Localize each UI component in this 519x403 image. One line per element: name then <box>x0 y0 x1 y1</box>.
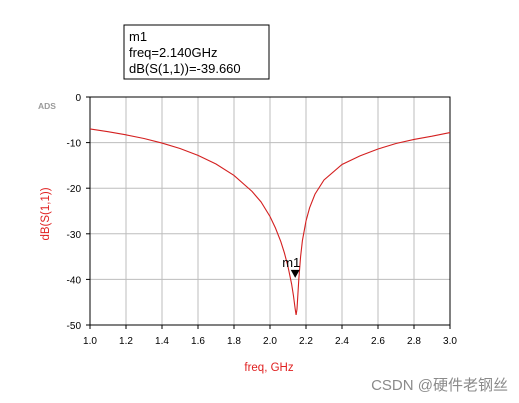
marker-readout-box: m1 freq=2.140GHz dB(S(1,1))=-39.660 <box>123 24 270 80</box>
watermark: CSDN @硬件老钢丝 <box>371 377 508 394</box>
x-tick-label: 1.4 <box>155 336 169 347</box>
y-tick-label: -40 <box>67 275 82 286</box>
x-tick-label: 2.2 <box>299 336 313 347</box>
marker-m1[interactable]: m1 <box>282 255 300 278</box>
x-tick-labels: 1.0 1.2 1.4 1.6 1.8 2.0 2.2 2.4 2.6 2.8 3.0 <box>83 336 457 347</box>
plot-border <box>89 96 451 326</box>
x-tick-label: 1.2 <box>119 336 133 347</box>
grid-lines <box>90 97 450 325</box>
y-tick-label: -30 <box>67 230 82 241</box>
y-tick-labels: 0 -10 -20 -30 -40 -50 <box>67 93 82 332</box>
x-tick-label: 3.0 <box>443 336 457 347</box>
marker-readout-freq: freq=2.140GHz <box>129 45 218 60</box>
marker-triangle-icon[interactable] <box>290 269 300 278</box>
y-tick-label: -10 <box>67 139 82 150</box>
s11-trace <box>89 128 451 316</box>
plot-frame <box>86 96 451 329</box>
app-label: ADS <box>38 101 56 111</box>
x-axis-title: freq, GHz <box>244 362 293 374</box>
x-tick-label: 2.8 <box>407 336 421 347</box>
x-tick-label: 1.6 <box>191 336 205 347</box>
y-tick-label: -50 <box>67 321 82 332</box>
y-axis-title: dB(S(1,1)) <box>40 187 52 240</box>
x-tick-label: 2.6 <box>371 336 385 347</box>
x-tick-label: 2.0 <box>263 336 277 347</box>
marker-readout-value: dB(S(1,1))=-39.660 <box>129 61 241 76</box>
x-tick-label: 1.0 <box>83 336 97 347</box>
x-tick-label: 1.8 <box>227 336 241 347</box>
y-tick-label: -20 <box>67 184 82 195</box>
marker-readout-name: m1 <box>129 29 147 44</box>
x-tick-label: 2.4 <box>335 336 349 347</box>
y-tick-label: 0 <box>75 93 81 104</box>
marker-label: m1 <box>282 255 300 270</box>
